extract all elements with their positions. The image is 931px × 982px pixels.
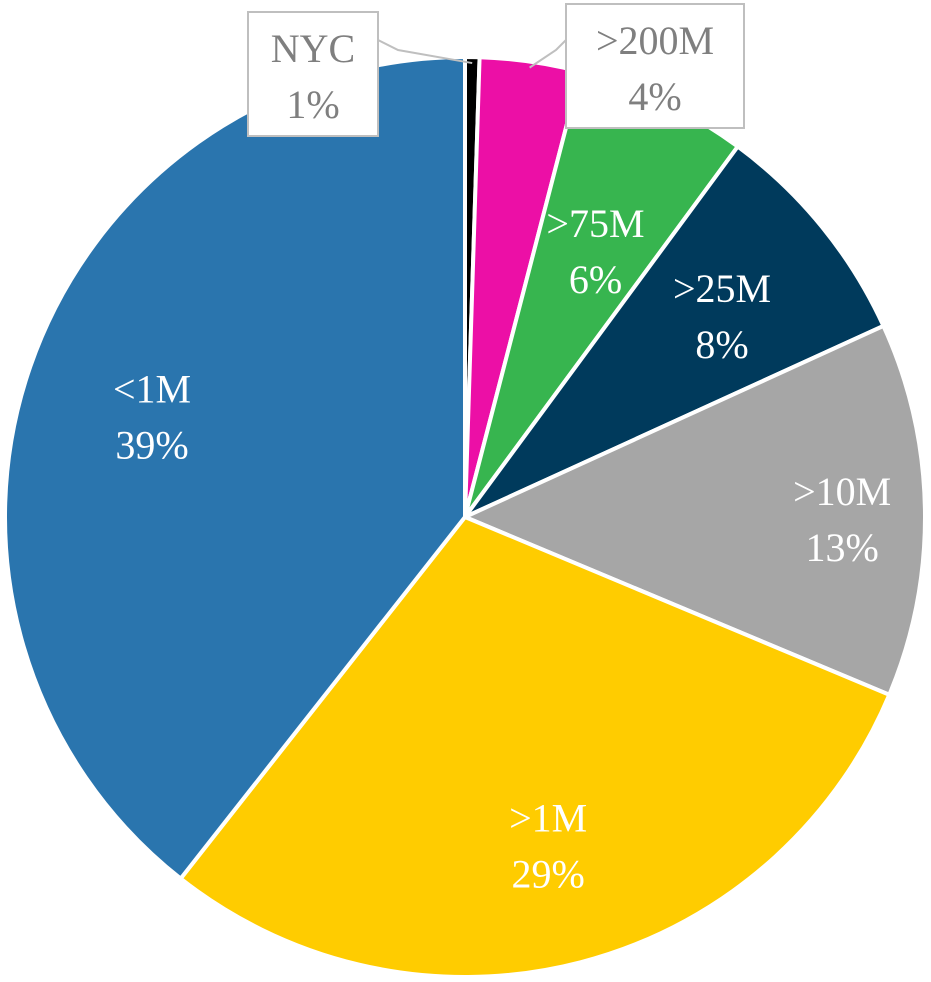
callout-box-nyc bbox=[247, 11, 379, 137]
slice-label-gt-200m: >200M bbox=[596, 18, 714, 63]
slice-label-gt-25m: >25M bbox=[673, 266, 771, 311]
slice-label-gt-10m: >10M bbox=[793, 469, 891, 514]
slice-percent-gt-75m: 6% bbox=[569, 257, 622, 302]
slice-label-nyc: NYC bbox=[271, 26, 355, 71]
slice-percent-lt-1m: 39% bbox=[115, 423, 188, 468]
pie-slices bbox=[3, 54, 927, 979]
slice-label-gt-1m: >1M bbox=[509, 796, 587, 841]
slice-percent-gt-1m: 29% bbox=[512, 852, 585, 897]
slice-label-gt-75m: >75M bbox=[546, 201, 644, 246]
callout-leader-gt-200m bbox=[529, 39, 567, 69]
pie-slice-gt-1m bbox=[177, 514, 892, 979]
pie-slice-gt-25m bbox=[458, 143, 887, 523]
callout-leader-nyc bbox=[377, 39, 473, 65]
slice-percent-gt-10m: 13% bbox=[805, 525, 878, 570]
slice-percent-gt-25m: 8% bbox=[695, 322, 748, 367]
slice-percent-gt-200m: 4% bbox=[628, 74, 681, 119]
pie-slice-gt-10m bbox=[460, 323, 927, 698]
slice-percent-nyc: 1% bbox=[286, 82, 339, 127]
pie-callouts bbox=[247, 3, 745, 137]
pie-labels: NYC 1% >200M 4% >75M 6% >25M 8% >10M 13% >1M 29% <1M… bbox=[113, 18, 891, 897]
callout-box-gt-200m bbox=[565, 3, 745, 129]
slice-label-lt-1m: <1M bbox=[113, 367, 191, 412]
